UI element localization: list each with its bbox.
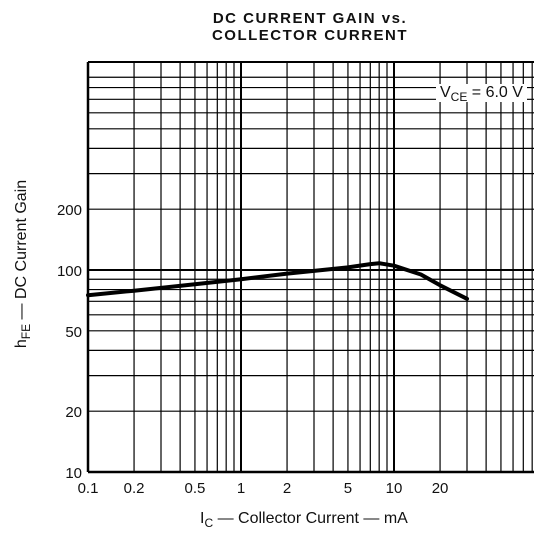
chart-title-line-2: COLLECTOR CURRENT: [211, 27, 409, 44]
y-tick-label: 100: [57, 263, 82, 280]
x-tick-label: 5: [344, 480, 352, 497]
y-axis-label: hFE — DC Current Gain: [13, 179, 33, 349]
x-axis-label: IC — Collector Current — mA: [200, 510, 408, 530]
hfe-curve: [86, 261, 469, 301]
x-tick-label: 1: [237, 480, 245, 497]
x-tick-label: 20: [432, 480, 449, 497]
y-tick-label: 200: [57, 202, 82, 219]
x-tick-label: 0.5: [185, 480, 206, 497]
chart-title-line-1: DC CURRENT GAIN vs.: [212, 10, 408, 27]
y-tick-label: 20: [65, 404, 82, 421]
vce-annotation: VCE = 6.0 V: [436, 84, 527, 104]
y-tick-label: 10: [65, 465, 82, 482]
x-tick-label: 0.2: [124, 480, 145, 497]
x-tick-label: 0.1: [78, 480, 99, 497]
x-tick-label: 2: [283, 480, 291, 497]
x-tick-label: 10: [386, 480, 403, 497]
y-tick-label: 50: [65, 324, 82, 341]
